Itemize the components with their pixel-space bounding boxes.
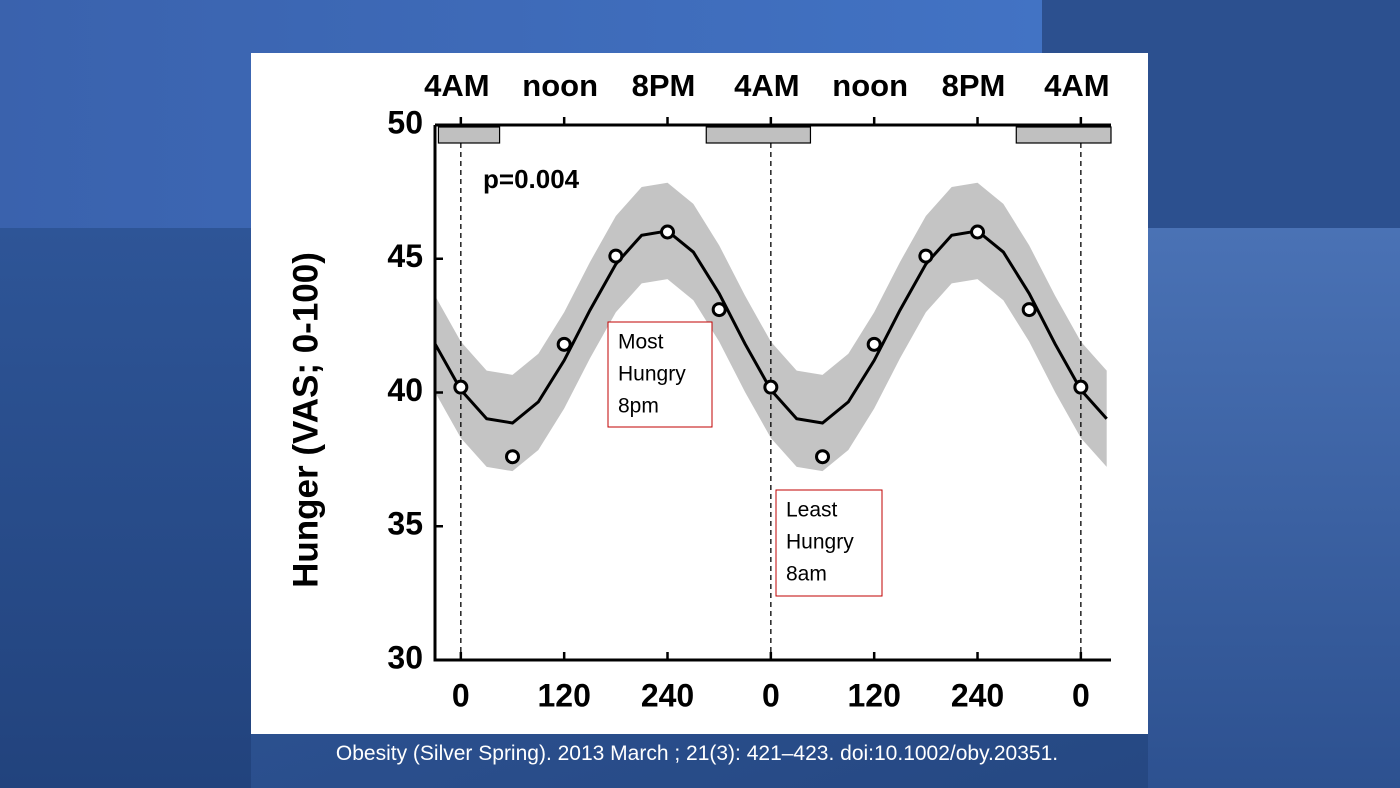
top-tick-label: 4AM	[1044, 68, 1109, 103]
data-point	[556, 336, 572, 352]
p-value: p=0.004	[483, 164, 580, 194]
night-bar	[705, 126, 812, 144]
x-tick-label: 0	[1072, 677, 1090, 713]
y-tick-label: 30	[387, 639, 423, 675]
data-point	[815, 449, 831, 465]
data-point	[505, 449, 521, 465]
note-text: Most	[618, 331, 664, 354]
y-tick-label: 45	[387, 238, 423, 274]
note-text: 8pm	[618, 395, 659, 418]
y-tick-label: 40	[387, 372, 423, 408]
data-point	[1073, 379, 1089, 395]
top-tick-label: 8PM	[942, 68, 1006, 103]
top-tick-label: 8PM	[632, 68, 696, 103]
y-tick-label: 35	[387, 506, 423, 542]
data-point	[918, 248, 934, 264]
note-box	[607, 321, 713, 428]
citation: Obesity (Silver Spring). 2013 March ; 21…	[335, 742, 1059, 765]
x-tick-label: 120	[847, 677, 900, 713]
x-tick-label: 0	[762, 677, 780, 713]
note-text: 8am	[786, 563, 827, 586]
data-point	[711, 302, 727, 318]
note-text: Least	[786, 499, 838, 522]
data-point	[453, 379, 469, 395]
data-point	[970, 224, 986, 240]
data-point	[866, 336, 882, 352]
x-tick-label: 120	[537, 677, 590, 713]
x-tick-label: 0	[452, 677, 470, 713]
note-text: Hungry	[786, 531, 854, 554]
confidence-band	[435, 182, 1107, 472]
data-point	[608, 248, 624, 264]
top-tick-label: noon	[832, 68, 908, 103]
y-axis-label: Hunger (VAS; 0-100)	[286, 252, 325, 588]
data-point	[763, 379, 779, 395]
top-tick-label: 4AM	[734, 68, 799, 103]
note-text: Hungry	[618, 363, 686, 386]
night-bar	[1015, 126, 1112, 144]
x-tick-label: 240	[951, 677, 1004, 713]
top-tick-label: noon	[522, 68, 598, 103]
x-tick-label: 240	[641, 677, 694, 713]
data-point	[1021, 302, 1037, 318]
top-tick-label: 4AM	[424, 68, 489, 103]
night-bar	[437, 126, 501, 144]
y-tick-label: 50	[387, 104, 423, 140]
background-panel	[0, 228, 251, 788]
note-box	[775, 489, 883, 597]
background-panel	[1148, 228, 1400, 788]
data-point	[660, 224, 676, 240]
